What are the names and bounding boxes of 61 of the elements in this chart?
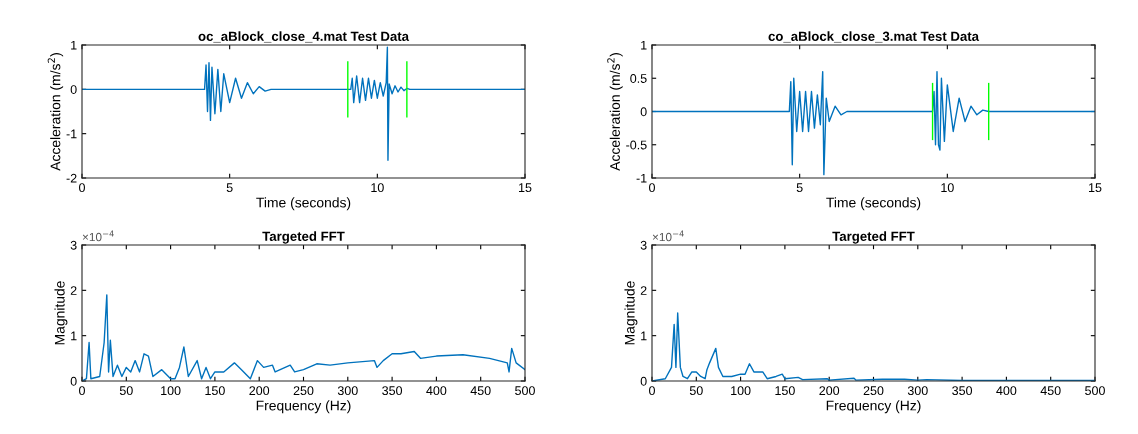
x-tick-label: 200	[819, 386, 840, 396]
x-tick-label: 350	[382, 386, 403, 396]
y-axis-title: Magnitude	[624, 281, 638, 345]
x-tick-label: 500	[1085, 386, 1105, 396]
y-tick-label: -1	[66, 129, 77, 139]
x-tick-label: 100	[731, 386, 751, 396]
x-axis-title: Frequency (Hz)	[826, 400, 921, 414]
y-tick-label: 0	[640, 107, 647, 117]
x-tick-label: 5	[226, 183, 233, 193]
y-tick-label: 1	[71, 331, 77, 341]
text: ×10$^{−4}$	[82, 230, 114, 242]
y-tick-label: 0	[70, 376, 77, 386]
y-tick-label: 1	[641, 331, 647, 341]
text: ×10$^{−4}$	[652, 230, 684, 242]
y-tick-label: -1	[636, 173, 647, 183]
x-tick-label: 250	[293, 386, 314, 396]
x-tick-label: 150	[205, 386, 225, 396]
y-tick-label: 1	[71, 40, 77, 50]
x-tick-label: 0	[649, 386, 655, 396]
x-tick-label: 0	[79, 386, 85, 396]
x-tick-label: 0	[649, 183, 655, 193]
y-tick-label: 0.5	[630, 74, 647, 83]
chart-title: Targeted FFT	[832, 231, 915, 244]
chart-title: oc_aBlock_close_4.mat Test Data	[198, 31, 410, 43]
x-tick-label: 400	[426, 386, 447, 396]
x-axis-title: Time (seconds)	[256, 197, 351, 211]
x-tick-label: 10	[941, 183, 954, 193]
y-tick-label: -0.5	[626, 140, 647, 150]
x-tick-label: 15	[519, 183, 532, 193]
x-tick-label: 450	[470, 386, 491, 396]
x-tick-label: 150	[775, 386, 795, 396]
x-tick-label: 0	[79, 183, 85, 193]
y-tick-label: 0	[70, 85, 77, 94]
y-tick-label: 3	[70, 240, 77, 250]
x-tick-label: 450	[1040, 386, 1061, 396]
y-axis-title: Acceleration (m/s$^{2}$)	[47, 53, 64, 171]
y-tick-label: 3	[640, 240, 647, 250]
y-tick-label: -2	[66, 173, 77, 183]
x-tick-label: 15	[1089, 183, 1102, 193]
x-tick-label: 5	[796, 183, 803, 193]
y-tick-label: 1	[641, 40, 647, 50]
x-tick-label: 50	[119, 386, 133, 396]
x-tick-label: 10	[371, 183, 384, 193]
x-axis-title: Time (seconds)	[826, 197, 921, 211]
chart-title: co_aBlock_close_3.mat Test Data	[768, 31, 980, 43]
y-tick-label: 2	[70, 286, 77, 295]
x-tick-label: 350	[952, 386, 973, 396]
y-axis-title: Acceleration (m/s$^{2}$)	[607, 53, 623, 171]
chart-title: Targeted FFT	[262, 231, 345, 244]
y-tick-label: 0	[640, 376, 647, 386]
y-axis-title: Magnitude	[54, 281, 68, 345]
x-tick-label: 500	[515, 386, 535, 396]
x-tick-label: 200	[249, 386, 270, 396]
x-tick-label: 250	[863, 386, 884, 396]
x-tick-label: 50	[689, 386, 703, 396]
x-tick-label: 100	[161, 386, 181, 396]
x-tick-label: 300	[337, 386, 358, 396]
x-axis-title: Frequency (Hz)	[256, 400, 351, 414]
y-tick-label: 2	[640, 286, 647, 295]
x-tick-label: 400	[996, 386, 1017, 396]
x-tick-label: 300	[907, 386, 928, 396]
